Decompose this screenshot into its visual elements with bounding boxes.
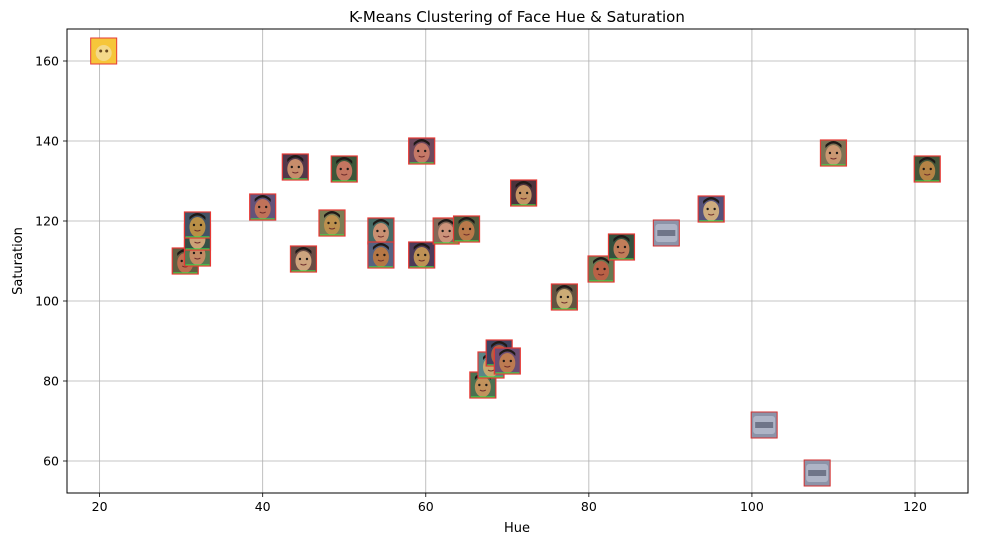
x-tick-label: 100 <box>740 499 764 514</box>
data-point-face-thumbnail <box>330 155 358 183</box>
y-tick-label: 140 <box>35 134 59 149</box>
data-point-blurred-thumbnail <box>652 219 680 247</box>
data-point-blurred-thumbnail <box>803 459 831 487</box>
x-axis-label: Hue <box>504 521 530 536</box>
data-point-face-thumbnail <box>607 233 636 261</box>
data-point-face-thumbnail <box>408 241 436 269</box>
y-tick-label: 100 <box>35 294 59 309</box>
x-tick-label: 40 <box>255 499 271 514</box>
data-point-face-thumbnail <box>697 195 725 223</box>
x-tick-label: 120 <box>903 499 927 514</box>
data-point-cartoon-thumbnail <box>90 37 118 65</box>
y-axis-label: Saturation <box>11 227 26 295</box>
data-point-blurred-thumbnail <box>750 411 778 439</box>
y-tick-label: 160 <box>35 54 59 69</box>
chart-title: K-Means Clustering of Face Hue & Saturat… <box>349 8 685 26</box>
x-tick-label: 80 <box>581 499 597 514</box>
data-point-face-thumbnail <box>318 209 346 237</box>
y-tick-label: 60 <box>43 454 59 469</box>
data-point-face-thumbnail <box>408 137 436 165</box>
x-tick-label: 60 <box>418 499 434 514</box>
y-tick-label: 80 <box>43 374 59 389</box>
data-point-face-thumbnail <box>249 193 277 221</box>
data-point-face-thumbnail <box>367 241 395 269</box>
data-point-face-thumbnail <box>819 139 848 167</box>
plot-frame <box>66 28 969 494</box>
x-tick-label: 20 <box>92 499 108 514</box>
data-points <box>90 37 941 487</box>
axis-ticks: 20 40 60 80 100 120 60 80 100 120 140 160 <box>35 54 927 515</box>
data-point-face-thumbnail <box>913 155 941 183</box>
data-point-face-thumbnail <box>281 153 309 181</box>
data-point-face-thumbnail <box>510 179 538 207</box>
data-point-face-thumbnail <box>289 245 318 273</box>
data-point-face-thumbnail <box>367 217 395 245</box>
grid <box>67 29 968 493</box>
data-point-face-thumbnail <box>183 211 212 239</box>
data-point-face-thumbnail <box>550 283 578 311</box>
data-point-face-thumbnail <box>452 215 481 243</box>
y-tick-label: 120 <box>35 214 59 229</box>
data-point-face-thumbnail <box>493 347 521 375</box>
